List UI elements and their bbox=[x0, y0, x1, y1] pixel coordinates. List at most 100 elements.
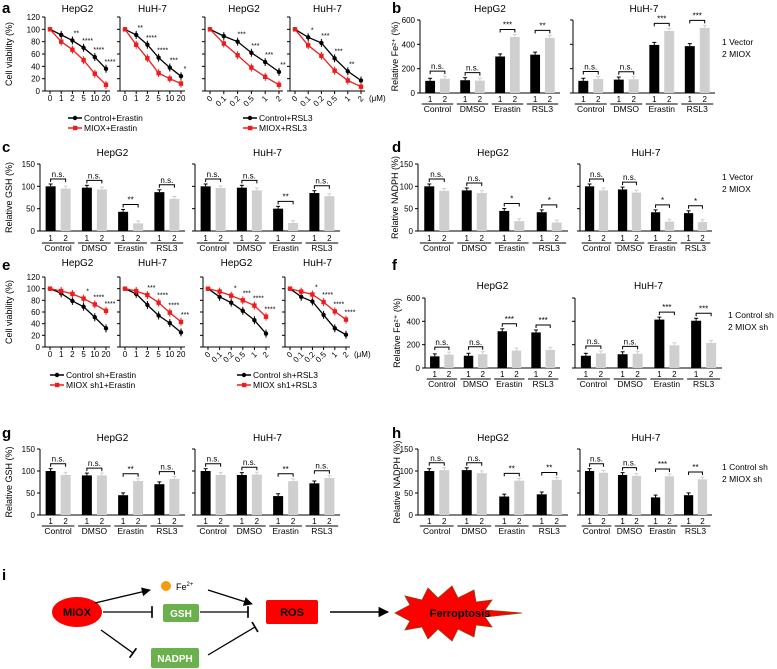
legend-label: 1 Vector bbox=[722, 172, 753, 182]
nadph-label: NADPH bbox=[157, 654, 193, 665]
miox-node bbox=[52, 597, 102, 627]
bar bbox=[632, 353, 643, 368]
group-label: RSL3 bbox=[311, 243, 333, 253]
bar-number-label: 2 bbox=[291, 517, 296, 526]
significance-label: * bbox=[86, 289, 89, 296]
bar bbox=[699, 27, 710, 93]
group-label: Control bbox=[423, 526, 451, 536]
data-point bbox=[299, 289, 304, 294]
x-tick-label: 10 bbox=[165, 350, 174, 359]
data-point bbox=[252, 303, 257, 308]
y-tick-label: 0 bbox=[36, 343, 41, 352]
x-tick-label: 2 bbox=[341, 350, 351, 360]
subplot-title: HepG2 bbox=[97, 433, 129, 444]
bar bbox=[118, 211, 129, 231]
significance-label: *** bbox=[658, 460, 667, 469]
significance-label: *** bbox=[243, 290, 251, 297]
significance-label: ** bbox=[137, 25, 143, 32]
y-tick-label: 80 bbox=[31, 38, 40, 47]
bar bbox=[273, 496, 284, 515]
data-point bbox=[221, 41, 226, 46]
significance-bracket bbox=[589, 463, 604, 467]
bar bbox=[476, 473, 487, 515]
group-label: Control bbox=[428, 379, 456, 389]
group-label: Control bbox=[199, 243, 227, 253]
data-point bbox=[240, 308, 245, 314]
data-point bbox=[156, 300, 161, 305]
bar bbox=[439, 470, 450, 515]
significance-bracket bbox=[655, 468, 670, 472]
data-point bbox=[287, 286, 293, 291]
data-point bbox=[47, 27, 53, 32]
bar-number-label: 2 bbox=[442, 234, 447, 243]
data-point bbox=[178, 81, 184, 86]
bar-number-label: 2 bbox=[667, 95, 672, 104]
bar bbox=[461, 190, 472, 231]
bar bbox=[551, 222, 562, 231]
legend-marker bbox=[241, 372, 247, 378]
bar bbox=[531, 332, 541, 368]
significance-bracket bbox=[503, 203, 520, 207]
x-tick-label: 10 bbox=[90, 350, 99, 359]
bar-number-label: 2 bbox=[218, 517, 223, 526]
bar-number-label: 2 bbox=[255, 234, 260, 243]
data-point bbox=[81, 45, 86, 51]
significance-label: **** bbox=[265, 307, 276, 314]
significance-label: **** bbox=[146, 35, 157, 42]
unit-label: (μM) bbox=[369, 94, 386, 103]
bar bbox=[169, 478, 180, 515]
x-tick-label: 2 bbox=[261, 350, 271, 360]
y-tick-label: 150 bbox=[400, 160, 414, 169]
data-point bbox=[276, 69, 282, 75]
bar-number-label: 1 bbox=[502, 517, 507, 526]
significance-bracket bbox=[585, 345, 602, 349]
significance-label: * bbox=[311, 27, 314, 34]
significance-bracket bbox=[205, 178, 222, 182]
bar-number-label: 1 bbox=[584, 370, 589, 379]
bar bbox=[631, 475, 642, 515]
significance-bracket bbox=[429, 70, 446, 75]
significance-label: *** bbox=[238, 32, 246, 39]
y-tick-label: 40 bbox=[31, 320, 40, 329]
subplot-title: HuH-7 bbox=[630, 4, 659, 15]
significance-bracket bbox=[86, 179, 103, 184]
x-tick-label: 0.2 bbox=[312, 94, 327, 109]
data-point bbox=[252, 317, 257, 323]
data-point bbox=[92, 71, 97, 76]
subplot-title: HepG2 bbox=[221, 258, 253, 269]
legend-label: 1 Control sh bbox=[722, 462, 768, 472]
legend-label: MIOX sh1+Erastin bbox=[66, 380, 135, 390]
group-label: RSL3 bbox=[156, 243, 178, 253]
bar bbox=[598, 190, 609, 231]
x-tick-label: 1 bbox=[249, 350, 259, 360]
bar-number-label: 2 bbox=[555, 234, 560, 243]
significance-label: n.s. bbox=[469, 338, 482, 347]
x-tick-label: 0.5 bbox=[325, 94, 340, 109]
data-point bbox=[92, 315, 98, 320]
significance-label: n.s. bbox=[160, 176, 173, 185]
series-line bbox=[124, 288, 182, 333]
bar bbox=[536, 212, 547, 231]
significance-label: n.s. bbox=[468, 174, 481, 183]
data-point bbox=[92, 54, 98, 60]
significance-label: * bbox=[661, 196, 664, 205]
significance-label: **** bbox=[105, 59, 116, 66]
x-tick-label: 2 bbox=[70, 350, 75, 359]
significance-bracket bbox=[277, 200, 294, 205]
subplot-title: HepG2 bbox=[474, 4, 506, 15]
significance-label: * bbox=[548, 196, 551, 205]
group-label: DMSO bbox=[462, 526, 488, 536]
bar bbox=[683, 495, 694, 515]
y-axis-label: Relative GSH (%) bbox=[4, 162, 14, 233]
significance-bracket bbox=[158, 471, 175, 475]
group-label: RSL3 bbox=[539, 243, 561, 253]
bar bbox=[288, 222, 299, 231]
significance-label: n.s. bbox=[207, 455, 220, 464]
bar bbox=[706, 342, 717, 368]
significance-label: *** bbox=[662, 303, 671, 312]
